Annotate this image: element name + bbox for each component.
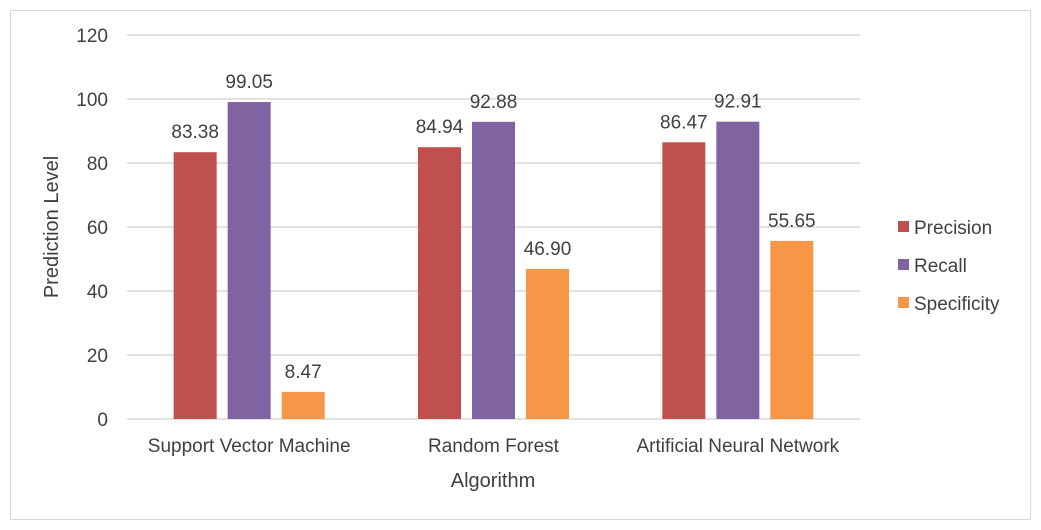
bar-recall <box>716 121 760 420</box>
data-label: 46.90 <box>524 239 572 260</box>
y-tick-label: 0 <box>97 410 108 431</box>
data-label: 8.47 <box>285 362 322 383</box>
data-label: 83.38 <box>171 122 219 143</box>
data-label: 86.47 <box>660 112 708 133</box>
y-axis-label: Prediction Level <box>41 156 63 298</box>
x-tick-label: Random Forest <box>428 436 560 457</box>
bar-recall <box>227 102 271 419</box>
legend-entry: Recall <box>914 256 967 277</box>
data-label: 92.91 <box>714 92 762 113</box>
data-label: 55.65 <box>768 211 816 232</box>
bar-precision <box>662 142 706 419</box>
y-tick-label: 120 <box>76 26 108 47</box>
data-label: 92.88 <box>470 92 518 113</box>
bar-specificity <box>770 240 814 419</box>
x-tick-label: Support Vector Machine <box>148 436 351 457</box>
bar-recall <box>472 121 515 419</box>
bar-specificity <box>526 268 569 419</box>
data-label: 99.05 <box>225 72 273 93</box>
y-tick-label: 40 <box>87 282 108 303</box>
bar-specificity <box>281 391 325 419</box>
bar-precision <box>173 152 217 419</box>
legend-swatch <box>898 297 909 308</box>
data-label: 84.94 <box>416 117 464 138</box>
y-tick-label: 100 <box>76 90 108 111</box>
legend-swatch <box>898 259 909 270</box>
x-axis-label: Algorithm <box>451 470 535 492</box>
y-tick-label: 80 <box>87 154 108 175</box>
y-tick-label: 60 <box>87 218 108 239</box>
legend-entry: Specificity <box>914 294 1000 315</box>
legend-swatch <box>898 221 909 232</box>
legend-entry: Precision <box>914 218 992 239</box>
x-tick-label: Artificial Neural Network <box>636 436 839 457</box>
bar-precision <box>418 147 461 419</box>
y-tick-label: 20 <box>87 346 108 367</box>
